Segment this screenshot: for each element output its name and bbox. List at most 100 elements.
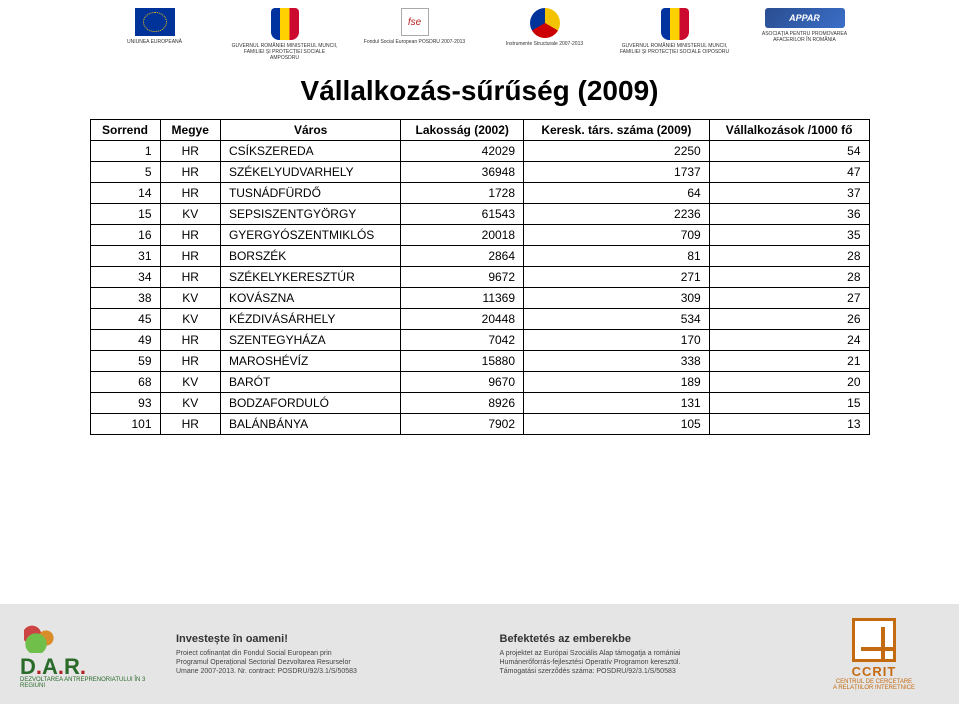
table-cell: 1 [90,141,160,162]
logo-caption: Fondul Social European POSDRU 2007-2013 [364,39,465,45]
footer: D.A.R. DEZVOLTAREA ANTREPRENORIATULUI ÎN… [0,604,959,704]
table-cell: KV [160,288,220,309]
logo-caption: ASOCIAȚIA PENTRU PROMOVAREA AFACERILOR Î… [750,31,860,43]
table-row: 101HRBALÁNBÁNYA790210513 [90,414,869,435]
footer-left-lines: Proiect cofinanțat din Fondul Social Eur… [176,649,470,676]
table-cell: 28 [709,246,869,267]
table-cell: 271 [524,267,710,288]
footer-right-title: Befektetés az emberekbe [500,632,794,646]
footer-right-lines: A projektet az Európai Szociális Alap tá… [500,649,794,676]
table-cell: 61543 [401,204,524,225]
table-cell: BORSZÉK [220,246,400,267]
table-cell: 31 [90,246,160,267]
dar-title: D.A.R. [20,657,86,677]
table-cell: 64 [524,183,710,204]
table-cell: BODZAFORDULÓ [220,393,400,414]
table-cell: KÉZDIVÁSÁRHELY [220,309,400,330]
col-vallalk: Vállalkozások /1000 fő [709,120,869,141]
table-cell: 189 [524,372,710,393]
table-row: 15KVSEPSISZENTGYÖRGY61543223636 [90,204,869,225]
table-cell: MAROSHÉVÍZ [220,351,400,372]
table-cell: TUSNÁDFÜRDŐ [220,183,400,204]
table-cell: 20448 [401,309,524,330]
table-cell: SEPSISZENTGYÖRGY [220,204,400,225]
table-cell: 81 [524,246,710,267]
ccrit-title: CCRIT [852,664,897,679]
ccrit-logo: CCRIT CENTRUL DE CERCETARE A RELAȚIILOR … [809,618,939,691]
table-cell: 42029 [401,141,524,162]
table-row: 49HRSZENTEGYHÁZA704217024 [90,330,869,351]
table-cell: KV [160,309,220,330]
table-cell: 34 [90,267,160,288]
table-header: Sorrend Megye Város Lakosság (2002) Kere… [90,120,869,141]
romania-coat-icon [661,8,689,40]
table-cell: 15 [709,393,869,414]
table-cell: KOVÁSZNA [220,288,400,309]
footer-left-title: Investește în oameni! [176,632,470,646]
table-cell: 21 [709,351,869,372]
table-cell: 28 [709,267,869,288]
footer-col-right: Befektetés az emberekbe A projektet az E… [500,632,794,676]
table-row: 14HRTUSNÁDFÜRDŐ17286437 [90,183,869,204]
table-cell: 36948 [401,162,524,183]
table-cell: 68 [90,372,160,393]
table-body: 1HRCSÍKSZEREDA420292250545HRSZÉKELYUDVAR… [90,141,869,435]
table-cell: 35 [709,225,869,246]
table-cell: 11369 [401,288,524,309]
table-cell: 1728 [401,183,524,204]
logo-caption: Instrumente Structurale 2007-2013 [506,41,583,47]
appar-icon: APPAR [765,8,845,28]
table-cell: 47 [709,162,869,183]
table-cell: 15880 [401,351,524,372]
table-cell: SZÉKELYKERESZTÚR [220,267,400,288]
table-cell: SZENTEGYHÁZA [220,330,400,351]
table-cell: 15 [90,204,160,225]
col-lakossag: Lakosság (2002) [401,120,524,141]
table-cell: 1737 [524,162,710,183]
table-row: 59HRMAROSHÉVÍZ1588033821 [90,351,869,372]
table-row: 45KVKÉZDIVÁSÁRHELY2044853426 [90,309,869,330]
table-cell: HR [160,246,220,267]
table-cell: 101 [90,414,160,435]
table-cell: CSÍKSZEREDA [220,141,400,162]
table-cell: 338 [524,351,710,372]
table-cell: 709 [524,225,710,246]
ccrit-icon [852,618,896,662]
table-cell: HR [160,267,220,288]
table-cell: KV [160,372,220,393]
table-cell: 8926 [401,393,524,414]
table-cell: SZÉKELYUDVARHELY [220,162,400,183]
table-cell: GYERGYÓSZENTMIKLÓS [220,225,400,246]
table-cell: BARÓT [220,372,400,393]
logo-eu: UNIUNEA EUROPEANĂ [100,8,210,45]
table-cell: HR [160,141,220,162]
table-cell: 13 [709,414,869,435]
table-cell: 9672 [401,267,524,288]
table-row: 5HRSZÉKELYUDVARHELY36948173747 [90,162,869,183]
table-cell: 2250 [524,141,710,162]
table-cell: KV [160,204,220,225]
table-row: 93KVBODZAFORDULÓ892613115 [90,393,869,414]
table-cell: 2236 [524,204,710,225]
table-cell: 7902 [401,414,524,435]
table-cell: 2864 [401,246,524,267]
table-cell: 45 [90,309,160,330]
logo-caption: UNIUNEA EUROPEANĂ [127,39,182,45]
table-cell: 131 [524,393,710,414]
logo-structural: Instrumente Structurale 2007-2013 [490,8,600,47]
table-cell: 14 [90,183,160,204]
col-keresk: Keresk. társ. száma (2009) [524,120,710,141]
leaf-icon [24,623,64,653]
table-cell: 49 [90,330,160,351]
table-cell: 36 [709,204,869,225]
table-row: 1HRCSÍKSZEREDA42029225054 [90,141,869,162]
page-title: Vállalkozás-sűrűség (2009) [0,75,959,107]
table-cell: 105 [524,414,710,435]
table-cell: HR [160,330,220,351]
table-row: 68KVBARÓT967018920 [90,372,869,393]
table-cell: 37 [709,183,869,204]
col-megye: Megye [160,120,220,141]
logo-gov-ro-2: GUVERNUL ROMÂNIEI MINISTERUL MUNCII, FAM… [620,8,730,55]
table-row: 38KVKOVÁSZNA1136930927 [90,288,869,309]
table-cell: 24 [709,330,869,351]
